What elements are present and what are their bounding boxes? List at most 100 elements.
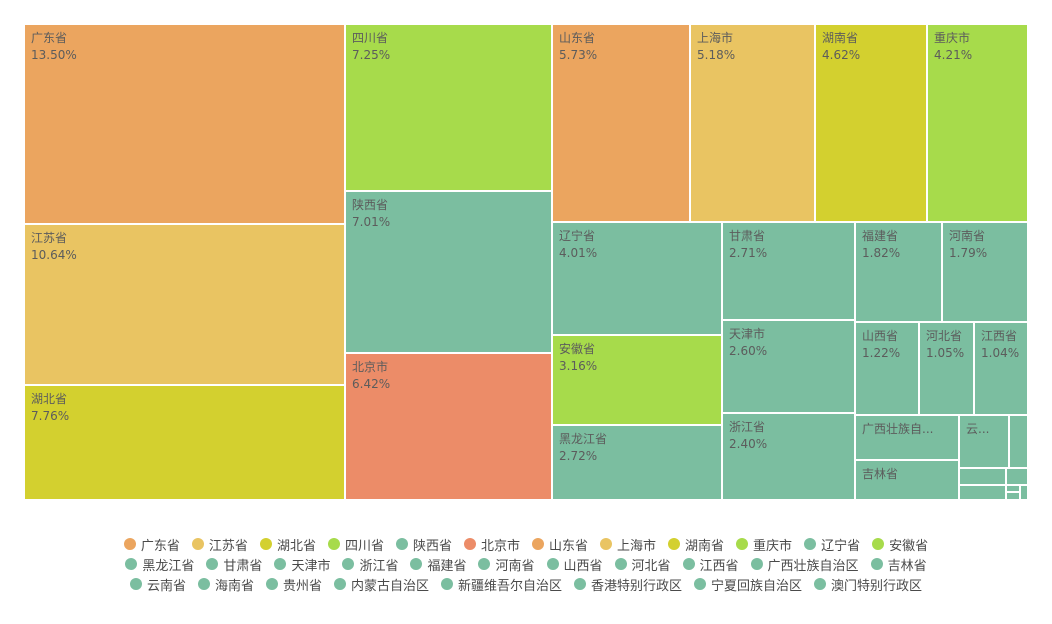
legend-item[interactable]: 山西省 <box>546 555 603 574</box>
treemap-tile[interactable]: 北京市 6.42% <box>345 353 552 500</box>
tile-value: 1.22% <box>862 346 901 360</box>
legend-item[interactable]: 辽宁省 <box>804 535 860 554</box>
legend-item[interactable]: 甘肃省 <box>206 555 262 574</box>
tile-label: 辽宁省 4.01% <box>559 228 597 262</box>
legend-label: 广西壮族自治区 <box>767 558 859 574</box>
treemap-tile[interactable]: 浙江省 2.40% <box>722 413 855 500</box>
legend-dot-icon <box>532 538 544 550</box>
treemap-tile[interactable]: 四川省 7.25% <box>345 24 552 191</box>
legend-item[interactable]: 湖北省 <box>259 535 316 554</box>
legend-item[interactable]: 河南省 <box>478 555 535 574</box>
tile-name: 天津市 <box>729 327 766 341</box>
tile-name: 上海市 <box>697 31 734 45</box>
treemap-tile[interactable]: 山东省 5.73% <box>552 24 690 222</box>
treemap-tile[interactable]: 湖北省 7.76% <box>24 385 345 500</box>
legend-item[interactable]: 贵州省 <box>265 575 322 594</box>
tile-value: 7.01% <box>352 215 391 229</box>
legend-item[interactable]: 香港特别行政区 <box>574 575 682 594</box>
tile-label: 山东省 5.73% <box>559 30 597 64</box>
legend-item[interactable]: 江苏省 <box>191 535 248 554</box>
legend-dot-icon <box>870 558 883 570</box>
treemap-tile[interactable]: 福建省 1.82% <box>855 222 942 322</box>
tile-label: 湖南省 4.62% <box>822 30 860 64</box>
treemap-tile[interactable] <box>1009 415 1028 468</box>
legend-item[interactable]: 四川省 <box>327 535 384 554</box>
treemap-tile[interactable] <box>1006 492 1020 500</box>
treemap-tile[interactable]: 江苏省 10.64% <box>24 224 345 385</box>
treemap-tile[interactable] <box>1006 468 1028 485</box>
treemap-tile[interactable] <box>1006 485 1020 492</box>
legend-item[interactable]: 湖南省 <box>668 535 724 554</box>
legend-item[interactable]: 山东省 <box>532 535 588 554</box>
treemap-tile[interactable]: 河南省 1.79% <box>942 222 1028 322</box>
treemap-tile[interactable]: 广东省 13.50% <box>24 24 345 224</box>
legend-item[interactable]: 云南省 <box>129 575 186 594</box>
treemap-tile[interactable]: 河北省 1.05% <box>919 322 974 415</box>
treemap-tile[interactable]: 重庆市 4.21% <box>927 24 1028 222</box>
treemap-tile[interactable]: 云... <box>959 415 1009 468</box>
legend-label: 广东省 <box>140 538 180 554</box>
legend-label: 山东省 <box>549 538 589 554</box>
tile-name: 河南省 <box>949 229 986 243</box>
tile-name: 江苏省 <box>31 231 68 245</box>
tile-value: 2.71% <box>729 246 768 260</box>
legend-item[interactable]: 吉林省 <box>870 555 927 574</box>
legend-dot-icon <box>814 578 827 590</box>
legend-item[interactable]: 新疆维吾尔自治区 <box>441 575 562 594</box>
treemap-tile[interactable] <box>959 468 1006 485</box>
treemap-tile[interactable]: 广西壮族自... <box>855 415 959 460</box>
treemap-tile[interactable]: 上海市 5.18% <box>690 24 815 222</box>
tile-value: 2.60% <box>729 344 768 358</box>
treemap-tile[interactable]: 江西省 1.04% <box>974 322 1028 415</box>
tile-value: 2.40% <box>729 437 768 451</box>
legend-item[interactable]: 安徽省 <box>872 535 928 554</box>
treemap-tile[interactable] <box>959 485 1006 500</box>
legend-label: 安徽省 <box>889 538 929 554</box>
treemap-tile[interactable] <box>1020 485 1028 500</box>
treemap-tile[interactable]: 湖南省 4.62% <box>815 24 927 222</box>
legend-item[interactable]: 重庆市 <box>736 535 792 554</box>
legend-item[interactable]: 澳门特别行政区 <box>814 575 922 594</box>
legend-item[interactable]: 内蒙古自治区 <box>333 575 429 594</box>
legend-item[interactable]: 上海市 <box>600 535 656 554</box>
tile-label: 福建省 1.82% <box>862 228 900 262</box>
legend-item[interactable]: 福建省 <box>410 555 466 574</box>
tile-value: 7.76% <box>31 409 70 423</box>
treemap-tile[interactable]: 天津市 2.60% <box>722 320 855 413</box>
treemap-tile[interactable]: 安徽省 3.16% <box>552 335 722 425</box>
legend-dot-icon <box>750 558 763 570</box>
legend-dot-icon <box>574 578 587 590</box>
tile-name: 陕西省 <box>352 198 389 212</box>
tile-value: 1.79% <box>949 246 988 260</box>
legend-item[interactable]: 宁夏回族自治区 <box>694 575 802 594</box>
legend-dot-icon <box>327 538 340 550</box>
legend-label: 河北省 <box>631 558 671 574</box>
legend-item[interactable]: 河北省 <box>614 555 671 574</box>
tile-value: 4.21% <box>934 48 973 62</box>
legend-label: 福建省 <box>427 558 467 574</box>
legend-item[interactable]: 浙江省 <box>342 555 398 574</box>
treemap-tile[interactable]: 甘肃省 2.71% <box>722 222 855 320</box>
tile-label: 陕西省 7.01% <box>352 197 390 231</box>
legend-label: 澳门特别行政区 <box>831 578 923 594</box>
treemap-tile[interactable]: 黑龙江省 2.72% <box>552 425 722 500</box>
legend-item[interactable]: 广西壮族自治区 <box>750 555 859 574</box>
treemap-tile[interactable]: 辽宁省 4.01% <box>552 222 722 335</box>
treemap-tile[interactable]: 陕西省 7.01% <box>345 191 552 353</box>
tile-name: 福建省 <box>862 229 899 243</box>
legend-item[interactable]: 广东省 <box>123 535 180 554</box>
legend-item[interactable]: 海南省 <box>197 575 254 594</box>
legend-item[interactable]: 北京市 <box>463 535 520 554</box>
legend-dot-icon <box>197 578 210 590</box>
treemap-tile[interactable]: 山西省 1.22% <box>855 322 919 415</box>
legend-item[interactable]: 江西省 <box>682 555 739 574</box>
treemap-tile[interactable]: 吉林省 <box>855 460 959 500</box>
tile-label: 浙江省 2.40% <box>729 419 767 453</box>
legend-item[interactable]: 天津市 <box>274 555 330 574</box>
tile-label: 四川省 7.25% <box>352 30 390 64</box>
legend-item[interactable]: 黑龙江省 <box>125 555 194 574</box>
tile-name: 浙江省 <box>729 420 766 434</box>
legend-item[interactable]: 陕西省 <box>395 535 452 554</box>
legend-dot-icon <box>614 558 627 570</box>
tile-label: 河南省 1.79% <box>949 228 987 262</box>
